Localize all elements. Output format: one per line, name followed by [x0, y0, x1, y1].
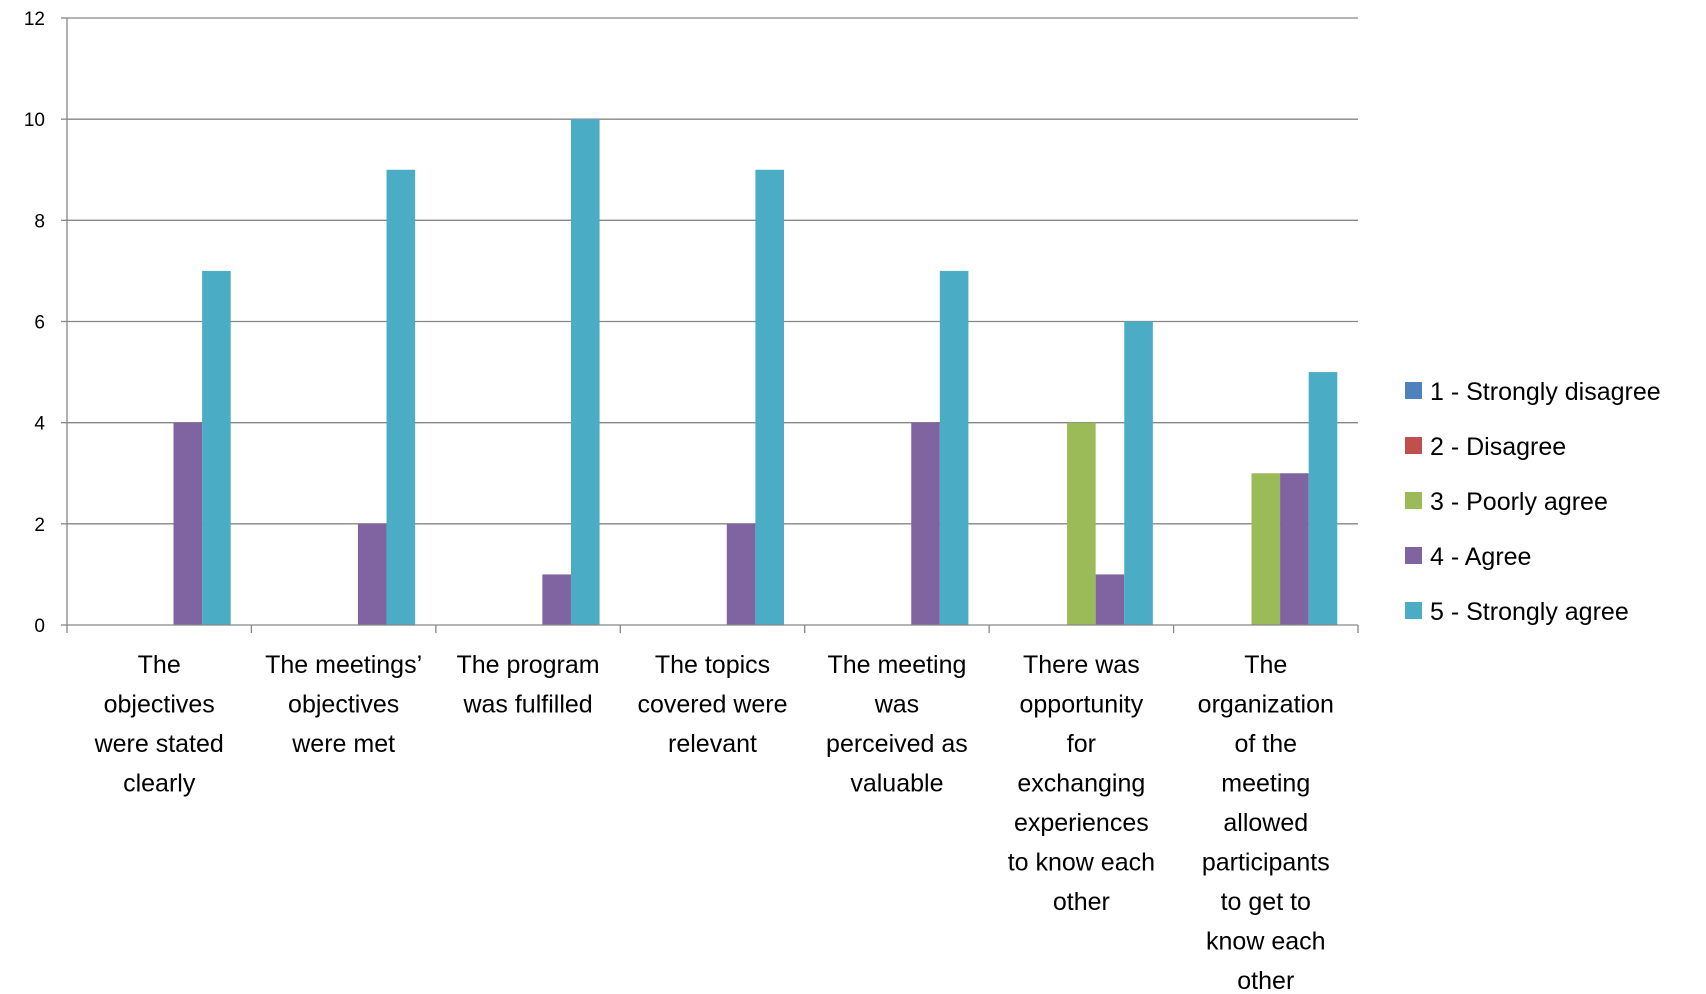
x-category-label: experiences — [1014, 809, 1149, 837]
bar-3-cat-7 — [1251, 473, 1281, 625]
bar-5-cat-3 — [570, 119, 600, 626]
y-tick-label: 0 — [34, 616, 45, 637]
legend-label: 5 - Strongly agree — [1430, 598, 1629, 626]
bar-5-cat-2 — [386, 169, 416, 625]
x-category-label: were stated — [94, 730, 224, 758]
x-category-label: meeting — [1221, 770, 1310, 798]
legend-label: 3 - Poorly agree — [1430, 488, 1608, 516]
bar-5-cat-5 — [939, 270, 969, 625]
x-category-label: to get to — [1221, 888, 1311, 916]
legend: 1 - Strongly disagree 2 - Disagree 3 - Poo… — [1405, 378, 1661, 626]
x-category-label: other — [1237, 967, 1294, 989]
x-category-label: was — [874, 691, 919, 719]
x-category-label: was fulfilled — [462, 691, 592, 719]
bar-5-cat-1 — [202, 270, 231, 625]
x-category-label: The — [138, 651, 181, 679]
bar-5-cat-4 — [755, 169, 784, 625]
x-category-label: clearly — [123, 770, 196, 798]
x-category-label: The topics — [655, 651, 770, 679]
x-category-label: other — [1053, 888, 1110, 916]
x-category-label: The — [1244, 651, 1287, 679]
x-category-label: covered were — [637, 691, 787, 719]
y-tick-label: 6 — [34, 313, 45, 334]
x-category-label: There was — [1023, 651, 1140, 679]
legend-label: 4 - Agree — [1430, 543, 1531, 571]
bar-4-cat-7 — [1280, 473, 1309, 625]
bars — [173, 119, 1338, 626]
legend-swatch — [1405, 547, 1422, 564]
legend-swatch — [1405, 602, 1422, 619]
y-tick-label: 2 — [34, 515, 45, 536]
bar-3-cat-6 — [1067, 422, 1096, 625]
x-category-label: for — [1067, 730, 1096, 758]
x-category-label: The meetings’ — [265, 651, 422, 679]
bar-4-cat-5 — [911, 422, 940, 625]
legend-swatch — [1405, 382, 1422, 399]
x-category-label: of the — [1235, 730, 1298, 758]
x-category-label: allowed — [1223, 809, 1308, 837]
x-category-label: opportunity — [1020, 691, 1144, 719]
axes: 0 2 4 6 8 10 12 The objectives were stated clearly… — [24, 9, 1359, 994]
x-category-label: objectives — [104, 691, 215, 719]
legend-label: 1 - Strongly disagree — [1430, 378, 1661, 406]
x-category-label: perceived as — [826, 730, 968, 758]
y-tick-label: 4 — [34, 414, 45, 435]
bar-5-cat-7 — [1308, 372, 1338, 625]
legend-swatch — [1405, 492, 1422, 509]
x-category-label: objectives — [288, 691, 399, 719]
x-category-label: were met — [291, 730, 395, 758]
x-category-label: know each — [1206, 928, 1326, 956]
legend-swatch — [1405, 437, 1422, 454]
x-category-label: to know each — [1008, 849, 1155, 877]
gridlines — [67, 17, 1358, 525]
y-tick-label: 10 — [24, 110, 45, 131]
bar-4-cat-6 — [1095, 574, 1125, 625]
x-category-label: relevant — [668, 730, 757, 758]
x-category-label: The program — [457, 651, 600, 679]
x-category-label: participants — [1202, 849, 1330, 877]
bar-4-cat-2 — [357, 523, 387, 625]
bar-5-cat-6 — [1124, 321, 1153, 625]
x-category-label: valuable — [850, 770, 943, 798]
bar-4-cat-1 — [173, 422, 203, 625]
x-category-label: organization — [1198, 691, 1334, 719]
y-tick-label: 8 — [34, 211, 45, 232]
bar-4-cat-3 — [542, 574, 571, 625]
bar-4-cat-4 — [726, 523, 756, 625]
x-category-label: The meeting — [827, 651, 966, 679]
legend-label: 2 - Disagree — [1430, 433, 1566, 461]
y-tick-label: 12 — [24, 9, 45, 30]
x-category-label: exchanging — [1017, 770, 1145, 798]
